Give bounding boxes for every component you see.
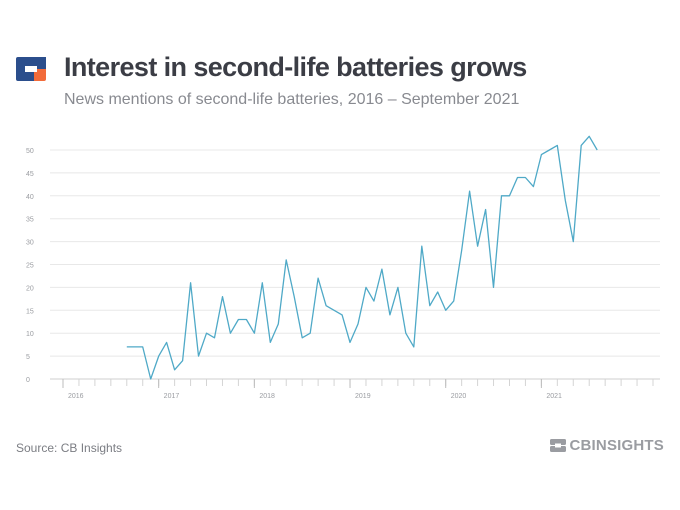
data-point bbox=[468, 190, 471, 193]
data-point bbox=[484, 208, 487, 211]
data-point bbox=[213, 336, 216, 339]
data-point bbox=[165, 341, 168, 344]
data-point bbox=[596, 148, 599, 151]
data-point bbox=[420, 245, 423, 248]
data-point bbox=[253, 332, 256, 335]
data-point bbox=[245, 318, 248, 321]
brand-text: CBINSIGHTS bbox=[569, 437, 664, 454]
brand-wordmark: CBINSIGHTS bbox=[550, 437, 664, 454]
y-tick-label: 50 bbox=[26, 148, 34, 155]
data-point bbox=[364, 286, 367, 289]
data-point bbox=[269, 341, 272, 344]
x-tick-label: 2016 bbox=[68, 393, 84, 400]
data-point bbox=[341, 313, 344, 316]
data-point bbox=[388, 313, 391, 316]
y-tick-label: 25 bbox=[26, 263, 34, 270]
data-point bbox=[516, 176, 519, 179]
data-point bbox=[277, 322, 280, 325]
source-note: Source: CB Insights bbox=[16, 441, 123, 455]
data-point bbox=[221, 295, 224, 298]
data-point bbox=[293, 295, 296, 298]
data-point bbox=[428, 304, 431, 307]
data-point bbox=[237, 318, 240, 321]
x-tick-label: 2019 bbox=[355, 393, 371, 400]
x-tick-label: 2020 bbox=[451, 393, 467, 400]
data-point bbox=[492, 286, 495, 289]
cb-brand-icon bbox=[550, 439, 567, 452]
x-tick-label: 2021 bbox=[546, 393, 562, 400]
data-point bbox=[444, 309, 447, 312]
data-point bbox=[580, 144, 583, 147]
data-point bbox=[380, 268, 383, 271]
data-point bbox=[125, 345, 128, 348]
y-tick-label: 10 bbox=[26, 331, 34, 338]
data-point bbox=[436, 290, 439, 293]
data-point bbox=[556, 144, 559, 147]
y-tick-label: 30 bbox=[26, 240, 34, 247]
data-point bbox=[572, 240, 575, 243]
data-point bbox=[564, 199, 567, 202]
data-point bbox=[452, 300, 455, 303]
data-point bbox=[508, 194, 511, 197]
data-point bbox=[356, 322, 359, 325]
data-point bbox=[261, 281, 264, 284]
gridlines bbox=[50, 149, 660, 357]
data-point bbox=[333, 309, 336, 312]
data-point bbox=[205, 332, 208, 335]
data-point bbox=[396, 286, 399, 289]
data-point bbox=[309, 332, 312, 335]
data-point bbox=[500, 194, 503, 197]
data-point bbox=[133, 345, 136, 348]
data-point bbox=[157, 355, 160, 358]
data-point bbox=[532, 185, 535, 188]
data-point bbox=[141, 345, 144, 348]
y-tick-label: 0 bbox=[26, 377, 30, 384]
y-tick-label: 35 bbox=[26, 217, 34, 224]
y-tick-label: 20 bbox=[26, 285, 34, 292]
series-layer bbox=[125, 135, 599, 380]
data-point bbox=[412, 345, 415, 348]
data-point bbox=[460, 249, 463, 252]
data-point bbox=[476, 245, 479, 248]
data-point bbox=[197, 355, 200, 358]
data-point bbox=[348, 341, 351, 344]
y-tick-label: 40 bbox=[26, 194, 34, 201]
x-tick-label: 2018 bbox=[259, 393, 275, 400]
data-point bbox=[372, 300, 375, 303]
data-point bbox=[548, 148, 551, 151]
data-point bbox=[301, 336, 304, 339]
data-point bbox=[285, 258, 288, 261]
data-point bbox=[189, 281, 192, 284]
data-point bbox=[229, 332, 232, 335]
data-point bbox=[317, 277, 320, 280]
data-point bbox=[149, 377, 152, 380]
x-axis: 2016 2017 2018 2019 2020 2021 bbox=[50, 378, 660, 400]
data-point bbox=[588, 135, 591, 138]
data-point bbox=[325, 304, 328, 307]
chart-title: Interest in second-life batteries grows bbox=[64, 52, 527, 82]
x-tick-label: 2017 bbox=[164, 393, 180, 400]
chart-subtitle: News mentions of second-life batteries, … bbox=[64, 91, 520, 108]
data-point bbox=[404, 332, 407, 335]
data-point bbox=[540, 153, 543, 156]
cb-insights-logo-icon bbox=[16, 57, 46, 81]
data-point bbox=[524, 176, 527, 179]
y-tick-label: 45 bbox=[26, 171, 34, 178]
y-axis-ticks: 0 5 10 15 20 25 30 35 40 45 50 bbox=[26, 148, 34, 384]
y-tick-label: 15 bbox=[26, 308, 34, 315]
y-tick-label: 5 bbox=[26, 354, 30, 361]
series-line bbox=[126, 135, 598, 380]
data-point bbox=[173, 368, 176, 371]
data-point bbox=[181, 359, 184, 362]
